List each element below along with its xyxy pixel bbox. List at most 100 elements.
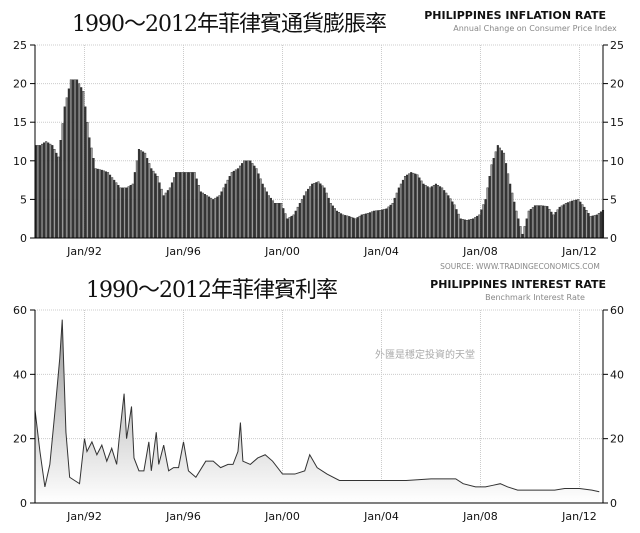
inflation-bar [177,172,180,239]
inflation-bar [408,173,411,239]
inflation-bar [199,191,202,239]
inflation-bar [51,145,54,239]
inflation-bar [280,203,283,239]
inflation-bar [146,158,149,239]
inflation-bar [269,197,272,239]
inflation-bar [193,172,196,239]
inflation-bar [226,179,229,239]
interest-ytick-label-right: 60 [610,304,624,317]
inflation-bar [494,151,497,239]
inflation-bar [340,213,343,239]
inflation-bar [529,208,532,239]
inflation-bar [259,178,262,239]
interest-ytick-label-left: 0 [20,497,27,510]
inflation-bar [247,160,250,239]
inflation-bar [245,160,248,239]
inflation-bar [337,212,341,239]
inflation-xtick-label: Jan/12 [561,245,597,258]
inflation-bar [49,143,52,239]
inflation-bar [373,210,376,239]
inflation-bar [498,147,501,239]
inflation-bar [517,218,520,239]
inflation-bar [575,199,578,239]
inflation-bar [478,214,481,239]
interest-xtick-label: Jan/04 [363,510,399,523]
inflation-bar [187,172,190,239]
inflation-bar [311,183,314,239]
inflation-bar [98,169,101,239]
inflation-bar [88,137,91,239]
inflation-bar [307,188,310,239]
interest-subtitle: Benchmark Interest Rate [485,293,585,302]
inflation-bar [59,140,62,239]
inflation-bar [474,217,477,239]
inflation-bar [344,215,347,239]
inflation-bar [515,210,518,239]
inflation-bar [531,207,534,239]
inflation-bar [175,172,178,239]
inflation-bar [137,149,140,239]
inflation-ytick-label-right: 10 [610,155,624,168]
inflation-bar [502,152,506,239]
inflation-bar [47,142,50,239]
inflation-bar [160,188,163,239]
inflation-bar [403,176,407,239]
inflation-bar [263,187,266,239]
inflation-ytick-label-left: 10 [13,155,27,168]
inflation-bar [300,199,303,239]
inflation-bar [523,226,526,239]
inflation-bar [331,205,334,239]
inflation-bar [428,187,431,239]
inflation-bar [222,187,225,239]
inflation-bar [36,145,39,239]
inflation-bar [203,194,206,239]
inflation-bar [457,213,460,239]
inflation-bar [488,176,491,239]
inflation-bar [476,215,479,239]
inflation-bar [445,192,448,239]
source-label: SOURCE: WWW.TRADINGECONOMICS.COM [440,262,600,271]
inflation-bar [500,150,503,239]
inflation-bar [302,195,305,239]
inflation-bar [290,215,293,239]
inflation-ytick-label-left: 5 [20,193,27,206]
inflation-bar [412,172,415,239]
inflation-bar [397,187,400,239]
inflation-bar [583,206,586,239]
inflation-bar [164,192,167,239]
inflation-bar [230,172,233,239]
interest-xtick-label: Jan/00 [264,510,300,523]
inflation-bar [214,197,217,239]
interest-area [35,319,600,503]
inflation-bar [379,210,382,239]
inflation-bar [482,204,485,239]
inflation-bar [238,165,242,239]
inflation-bar [513,201,516,239]
inflation-bar [102,170,105,239]
inflation-bar [210,197,213,239]
inflation-bar [346,215,349,239]
inflation-bar [333,208,336,239]
inflation-bar [426,186,429,239]
inflation-bar [490,164,493,239]
inflation-bar [216,196,219,239]
inflation-bar [321,185,324,239]
inflation-bar [459,218,462,239]
inflation-bar [234,169,237,239]
inflation-ytick-label-right: 25 [610,39,624,52]
inflation-bar [366,213,369,239]
inflation-bar [573,200,576,239]
inflation-bar [375,210,378,239]
inflation-ytick-label-left: 15 [13,116,27,129]
inflation-bar [142,151,145,239]
inflation-bar [577,199,580,239]
inflation-bar [480,209,483,239]
inflation-bar [241,163,244,239]
inflation-bar [348,216,351,239]
inflation-bar [276,203,279,239]
inflation-bar [267,195,270,239]
inflation-bar [96,168,99,239]
inflation-bar [271,200,275,239]
inflation-bar [249,160,252,239]
